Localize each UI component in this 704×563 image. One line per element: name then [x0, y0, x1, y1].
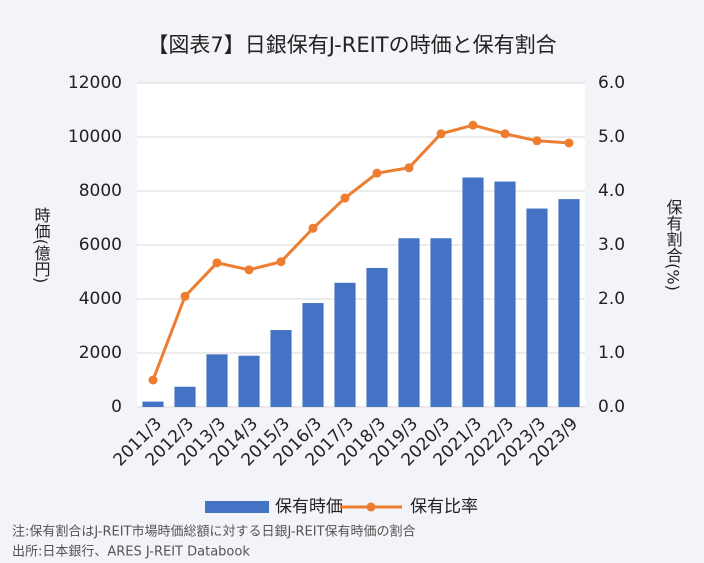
bar — [430, 238, 452, 407]
bar — [462, 177, 484, 407]
bar — [206, 354, 228, 407]
note: 注:保有割合はJ-REIT市場時価総額に対する日銀J-REIT保有時価の割合 — [12, 524, 416, 540]
marker — [180, 291, 190, 301]
y2-tick-label: 2.0 — [598, 289, 625, 309]
marker — [212, 258, 222, 268]
legend-label: 保有時価 — [275, 497, 343, 517]
marker — [532, 136, 542, 146]
marker — [244, 265, 254, 275]
y-tick-label: 6000 — [79, 235, 122, 255]
y2-tick-label: 4.0 — [598, 181, 625, 201]
chart-title: 【図表7】日銀保有J-REITの時価と保有割合 — [147, 33, 556, 57]
bar — [334, 282, 356, 407]
marker — [404, 163, 414, 173]
note: 出所:日本銀行、ARES J-REIT Databook — [12, 545, 250, 560]
y-tick-label: 0 — [111, 397, 122, 417]
marker — [564, 138, 574, 148]
marker — [372, 168, 382, 178]
y2-tick-label: 1.0 — [598, 343, 625, 363]
legend-marker — [366, 502, 376, 512]
bar — [238, 355, 260, 407]
marker — [276, 257, 286, 267]
line — [151, 123, 570, 381]
marker — [308, 223, 318, 233]
y2-tick-label: 6.0 — [598, 73, 625, 93]
legend-swatch — [205, 501, 269, 513]
bar — [494, 181, 516, 407]
bar — [174, 386, 196, 407]
y2-tick-label: 3.0 — [598, 235, 625, 255]
bar — [270, 330, 292, 407]
marker — [148, 375, 158, 385]
bar — [302, 303, 324, 407]
marker — [436, 129, 446, 139]
marker — [500, 129, 510, 139]
y2-tick-label: 0.0 — [598, 397, 625, 417]
bar — [526, 208, 548, 407]
marker — [340, 193, 350, 203]
legend-label: 保有比率 — [410, 497, 478, 517]
y-axis-label: 時価(億円) — [32, 207, 51, 283]
y2-axis-label: 保有割合(%) — [664, 199, 683, 291]
bar — [366, 267, 388, 407]
bar — [558, 199, 580, 407]
bar — [142, 401, 164, 407]
y-tick-label: 8000 — [79, 181, 122, 201]
y-tick-label: 2000 — [79, 343, 122, 363]
y2-tick-label: 5.0 — [598, 127, 625, 147]
y-tick-label: 4000 — [79, 289, 122, 309]
bar — [398, 238, 420, 407]
y-tick-label: 10000 — [68, 127, 122, 147]
marker — [468, 120, 478, 130]
y-tick-label: 12000 — [68, 73, 122, 93]
